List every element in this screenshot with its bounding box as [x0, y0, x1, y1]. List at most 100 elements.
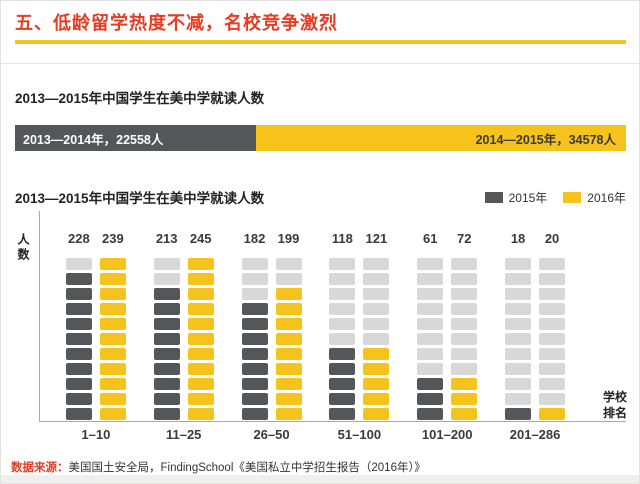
bar-segment	[451, 318, 478, 330]
bar-group: 182 199	[240, 231, 304, 420]
bar-segment	[65, 393, 92, 405]
bar-segment	[187, 393, 214, 405]
stacked-bar-label-2013-2014: 2013—2014年，22558人	[23, 132, 164, 147]
value-label: 213	[155, 231, 178, 246]
bar-segment	[99, 288, 126, 300]
bar-segment	[539, 408, 566, 420]
bar-segment	[241, 303, 268, 315]
bar-segment	[451, 288, 478, 300]
bar-group: 213 245	[152, 231, 216, 420]
bar-segment	[187, 408, 214, 420]
data-source-text: 美国国土安全局，FindingSchool《美国私立中学招生报告（2016年）》	[68, 462, 426, 474]
bar-segment	[65, 318, 92, 330]
bar-segment	[153, 288, 180, 300]
bar-segment	[329, 288, 356, 300]
bar-segment	[451, 408, 478, 420]
bar-segment	[417, 258, 444, 270]
bar-segment	[329, 318, 356, 330]
bar-segment	[329, 348, 356, 360]
bar-segment	[329, 303, 356, 315]
bar-segment	[99, 273, 126, 285]
bar-segment	[241, 258, 268, 270]
bar-segment	[505, 348, 532, 360]
bar-segment	[187, 273, 214, 285]
bar-segment	[99, 333, 126, 345]
page-title: 五、低龄留学热度不减，名校竞争激烈	[15, 13, 338, 33]
bar-segment	[153, 333, 180, 345]
bar-segment	[153, 318, 180, 330]
value-label: 239	[101, 231, 124, 246]
x-axis-label: 学校排名	[603, 390, 628, 421]
bar-segment	[241, 363, 268, 375]
bar-group: 228 239	[64, 231, 128, 420]
bar-segment	[187, 333, 214, 345]
value-label-row: 213 245	[154, 231, 214, 246]
bar-segment	[153, 303, 180, 315]
bar-segment	[153, 348, 180, 360]
value-label: 20	[544, 231, 560, 246]
bar-segment	[275, 333, 302, 345]
bar-segment	[505, 318, 532, 330]
bar-segment	[417, 318, 444, 330]
category-row: 1–10 11–25 26–50 51–100 101–200 201–286	[40, 427, 591, 442]
bar-segment	[99, 258, 126, 270]
bar-segment	[505, 363, 532, 375]
legend-item-2016: 2016年	[563, 189, 626, 206]
bar-segment	[65, 258, 92, 270]
legend-item-2015: 2015年	[484, 189, 548, 206]
bar-segment	[505, 288, 532, 300]
bar-segment	[153, 393, 180, 405]
column-pair	[241, 258, 302, 420]
column-gold	[99, 258, 126, 420]
category-label: 201–286	[509, 427, 561, 442]
column-pair	[417, 258, 478, 420]
bar-segment	[363, 333, 390, 345]
bar-segment	[241, 318, 268, 330]
bar-segment	[99, 408, 126, 420]
title-underline-rule	[15, 40, 626, 44]
bar-segment	[451, 393, 478, 405]
legend-label-2015: 2015年	[508, 190, 548, 205]
bar-segment	[153, 363, 180, 375]
value-label: 245	[189, 231, 212, 246]
bar-segment	[417, 378, 444, 390]
bar-segment	[363, 258, 390, 270]
bar-segment	[539, 318, 566, 330]
bar-segment	[187, 303, 214, 315]
bar-segment	[241, 393, 268, 405]
column-gold	[539, 258, 566, 420]
bar-group: 18 20	[503, 231, 567, 420]
bar-segment	[187, 288, 214, 300]
bar-segment	[241, 408, 268, 420]
bar-segment	[539, 348, 566, 360]
column-pair	[65, 258, 126, 420]
bar-segment	[451, 258, 478, 270]
value-label: 72	[456, 231, 472, 246]
bar-segment	[539, 273, 566, 285]
bar-group: 118 121	[327, 231, 391, 420]
column-gold	[451, 258, 478, 420]
bar-segment	[363, 303, 390, 315]
bar-segment	[329, 363, 356, 375]
value-label: 199	[277, 231, 300, 246]
column-gold	[363, 258, 390, 420]
bar-segment	[539, 393, 566, 405]
column-dark	[65, 258, 92, 420]
bar-segment	[187, 318, 214, 330]
bar-segment	[451, 378, 478, 390]
bar-segment	[451, 348, 478, 360]
bar-segment	[65, 288, 92, 300]
category-label: 51–100	[337, 427, 382, 442]
bar-segment	[65, 303, 92, 315]
category-label: 1–10	[81, 427, 111, 442]
bar-segment	[153, 258, 180, 270]
bar-segment	[363, 318, 390, 330]
value-label: 228	[67, 231, 90, 246]
bar-segment	[417, 363, 444, 375]
bar-segment	[275, 378, 302, 390]
data-source-note: 数据来源：美国国土安全局，FindingSchool《美国私立中学招生报告（20…	[11, 459, 426, 475]
bar-segment	[65, 363, 92, 375]
bar-segment	[187, 363, 214, 375]
bar-segment	[275, 363, 302, 375]
